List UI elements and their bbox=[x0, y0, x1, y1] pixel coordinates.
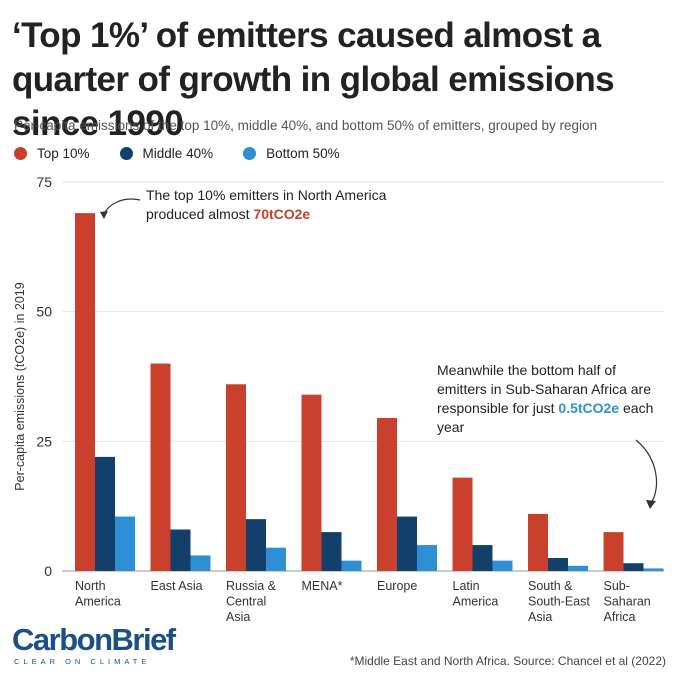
bar-middle-40--6 bbox=[548, 558, 568, 571]
x-tick-label: Latin America bbox=[453, 579, 499, 609]
annotation-arrow-ssa bbox=[635, 439, 658, 504]
annotation-sub-saharan-africa: Meanwhile the bottom half of emitters in… bbox=[437, 361, 667, 437]
annotation-north-america: The top 10% emitters in North America pr… bbox=[146, 186, 426, 224]
annotation-ssa-value: 0.5tCO2e bbox=[558, 400, 620, 416]
bar-bottom-50--3 bbox=[341, 560, 362, 571]
x-tick-label: Sub- Saharan Africa bbox=[604, 579, 651, 624]
bar-top-10--4 bbox=[377, 417, 397, 571]
chart-title: ‘Top 1%’ of emitters caused almost a qua… bbox=[12, 16, 615, 143]
legend-swatch-middle40 bbox=[119, 147, 133, 160]
source-footnote: *Middle East and North Africa. Source: C… bbox=[349, 654, 666, 668]
bar-bottom-50--1 bbox=[190, 555, 211, 571]
y-tick-label: 0 bbox=[44, 563, 52, 579]
x-tick-label-line: Europe bbox=[377, 579, 417, 593]
x-tick-label: MENA* bbox=[302, 579, 343, 593]
y-tick-label: 50 bbox=[36, 304, 52, 320]
bar-bottom-50--6 bbox=[568, 565, 588, 571]
legend-label-top10: Top 10% bbox=[37, 146, 90, 161]
bar-middle-40--2 bbox=[246, 519, 266, 571]
annotation-north-america-value: 70tCO2e bbox=[253, 206, 311, 222]
bar-middle-40--3 bbox=[321, 532, 342, 571]
y-tick-label: 75 bbox=[36, 174, 52, 190]
legend-swatch-top10 bbox=[14, 147, 27, 160]
bar-top-10--7 bbox=[603, 532, 624, 571]
annotation-arrowhead-ssa bbox=[646, 500, 656, 509]
x-tick-label-line: Asia bbox=[528, 610, 552, 624]
legend-swatch-bottom50 bbox=[243, 147, 257, 160]
logo-wordmark: CarbonBrief bbox=[12, 622, 176, 657]
x-tick-label-line: East Asia bbox=[151, 579, 203, 593]
legend: Top 10% Middle 40% Bottom 50% bbox=[14, 146, 340, 161]
annotation-north-america-text: The top 10% emitters in North America pr… bbox=[146, 187, 387, 222]
bar-top-10--6 bbox=[528, 513, 548, 571]
bar-middle-40--1 bbox=[170, 529, 191, 571]
bar-bottom-50--2 bbox=[266, 547, 286, 571]
x-tick-label-line: South-East bbox=[528, 595, 590, 609]
x-tick-label-line: America bbox=[453, 595, 499, 609]
x-tick-label-line: Latin bbox=[453, 579, 480, 593]
annotation-ssa-suffix: each year bbox=[437, 400, 654, 435]
legend-item-middle40: Middle 40% bbox=[119, 146, 214, 161]
x-tick-label-line: MENA* bbox=[302, 579, 343, 593]
bar-top-10--0 bbox=[75, 213, 95, 571]
bar-bottom-50--0 bbox=[115, 516, 135, 571]
legend-item-bottom50: Bottom 50% bbox=[243, 146, 340, 161]
x-tick-label: Russia & Central Asia bbox=[226, 579, 277, 624]
x-tick-label-line: America bbox=[75, 595, 121, 609]
chart-subtitle: Per-capita emissions of the top 10%, mid… bbox=[14, 118, 598, 133]
bar-bottom-50--5 bbox=[492, 560, 513, 571]
bar-top-10--2 bbox=[226, 384, 246, 571]
x-tick-label: East Asia bbox=[151, 579, 203, 593]
annotation-ssa-text: Meanwhile the bottom half of emitters in… bbox=[437, 362, 651, 416]
x-tick-label-line: North bbox=[75, 579, 106, 593]
bar-middle-40--4 bbox=[397, 516, 417, 571]
bar-bottom-50--7 bbox=[643, 568, 664, 571]
x-tick-label: Europe bbox=[377, 579, 417, 593]
bar-middle-40--7 bbox=[623, 563, 644, 571]
x-tick-label-line: Sub- bbox=[604, 579, 630, 593]
legend-label-middle40: Middle 40% bbox=[142, 146, 214, 161]
y-axis-label: Per-capita emissions (tCO2e) in 2019 bbox=[13, 282, 27, 490]
x-tick-label-line: South & bbox=[528, 579, 573, 593]
x-tick-label-line: Central bbox=[226, 595, 266, 609]
x-tick-label: North America bbox=[75, 579, 121, 609]
logo-tagline: CLEAR ON CLIMATE bbox=[14, 657, 151, 666]
bar-middle-40--0 bbox=[95, 456, 115, 571]
x-tick-label-line: Saharan bbox=[604, 595, 651, 609]
legend-item-top10: Top 10% bbox=[14, 146, 90, 161]
legend-label-bottom50: Bottom 50% bbox=[266, 146, 340, 161]
bar-middle-40--5 bbox=[472, 545, 493, 571]
y-tick-label: 25 bbox=[36, 433, 52, 449]
x-tick-label-line: Africa bbox=[604, 610, 636, 624]
carbonbrief-logo: CarbonBrief CLEAR ON CLIMATE bbox=[12, 622, 176, 667]
bar-top-10--5 bbox=[452, 477, 473, 571]
bar-top-10--3 bbox=[301, 394, 322, 571]
x-tick-label: South & South-East Asia bbox=[528, 579, 590, 624]
bar-top-10--1 bbox=[150, 363, 171, 571]
x-tick-label-line: Asia bbox=[226, 610, 250, 624]
annotation-arrow-north-america bbox=[103, 198, 141, 215]
x-tick-label-line: Russia & bbox=[226, 579, 277, 593]
bar-bottom-50--4 bbox=[417, 545, 437, 571]
annotation-arrowhead-north-america bbox=[100, 211, 108, 219]
